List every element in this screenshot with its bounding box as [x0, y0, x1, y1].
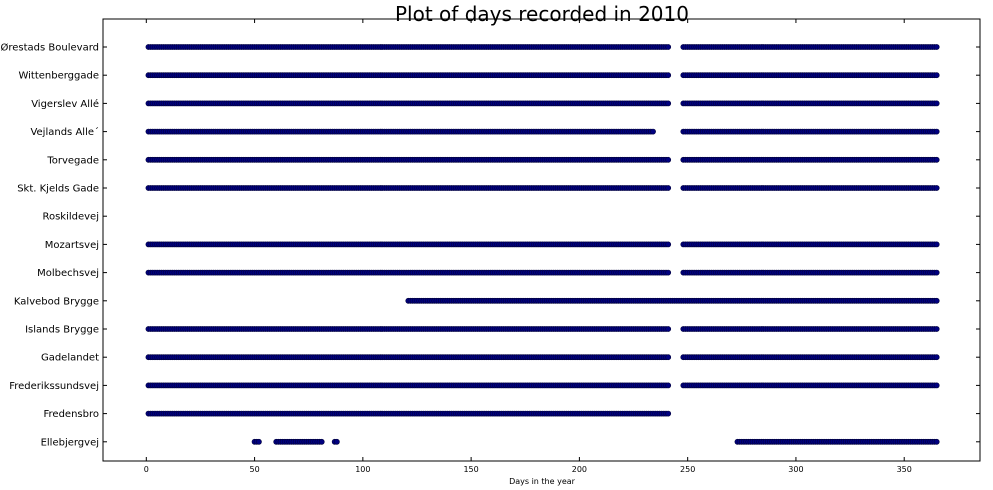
x-axis-label: Days in the year [509, 477, 576, 486]
y-tick-label: Ellebjergvej [41, 437, 99, 448]
data-point [933, 326, 940, 332]
x-tick-label: 200 [572, 465, 587, 474]
y-tick-label: Fredensbro [44, 409, 99, 420]
y-tick-label: Torvegade [46, 155, 99, 166]
data-point [318, 438, 325, 445]
x-tick-label: 0 [144, 465, 149, 474]
x-tick-label: 350 [897, 465, 912, 474]
data-point [933, 297, 940, 304]
data-point [665, 382, 672, 389]
y-tick-label: Ørestads Boulevard [1, 42, 100, 54]
data-point [650, 128, 656, 135]
x-tick-label: 250 [680, 465, 695, 474]
data-point [665, 326, 672, 332]
data-point [933, 128, 940, 135]
y-tick-label: Islands Brygge [25, 325, 99, 336]
y-tick-label: Roskildevej [42, 212, 99, 223]
data-point [933, 269, 940, 276]
data-point [933, 185, 940, 191]
data-marks [145, 44, 940, 445]
x-tick-label: 150 [463, 465, 478, 474]
data-point [665, 185, 672, 191]
data-point [933, 72, 940, 79]
y-tick-label: Kalvebod Brygge [14, 296, 99, 307]
data-point [665, 156, 672, 163]
x-tick-label: 100 [355, 465, 370, 474]
data-point [933, 382, 940, 389]
data-point [665, 354, 672, 361]
data-point [933, 354, 940, 361]
x-axis-tick-labels: 0 50 100 150 200 250 300 350 [144, 465, 912, 474]
y-axis-labels: Ørestads Boulevard Wittenberggade Vigersle… [1, 42, 100, 449]
y-tick-label: Frederikssundsvej [9, 381, 99, 392]
plot-area [102, 18, 981, 462]
y-tick-label: Vejlands Alle´ [30, 126, 99, 138]
y-tick-label: Gadelandet [41, 353, 99, 364]
y-tick-label: Molbechsvej [37, 268, 99, 279]
x-tick-label: 50 [249, 465, 259, 474]
y-tick-label: Vigerslev Allé [31, 98, 99, 110]
data-point [665, 269, 672, 276]
data-point [665, 72, 672, 79]
data-point [933, 156, 940, 163]
data-point [933, 438, 940, 445]
data-point [933, 100, 940, 107]
data-point [665, 100, 672, 107]
data-point [333, 438, 340, 445]
y-tick-label: Skt. Kjelds Gade [17, 184, 99, 195]
data-point [256, 438, 262, 445]
data-point [665, 410, 672, 417]
y-tick-label: Wittenberggade [18, 71, 99, 82]
y-tick-label: Mozartsvej [45, 240, 99, 251]
y-axis-ticks [103, 46, 980, 443]
data-point [665, 241, 672, 248]
x-tick-label: 300 [788, 465, 803, 474]
x-axis-ticks [145, 19, 905, 461]
data-point [665, 44, 672, 50]
chart-title: Plot of days recorded in 2010 [395, 2, 689, 26]
data-point [933, 241, 940, 248]
data-point [933, 44, 940, 50]
